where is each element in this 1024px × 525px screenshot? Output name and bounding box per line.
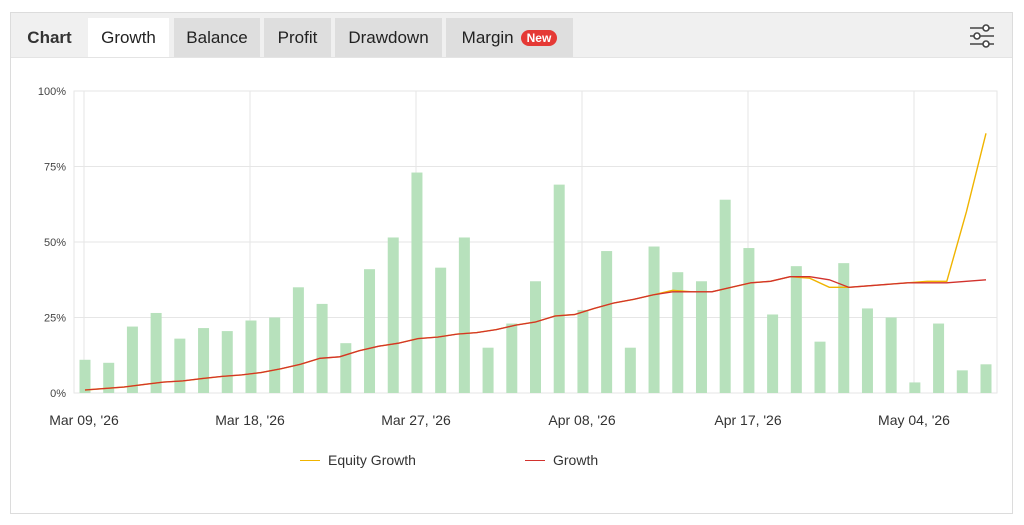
- bar: [316, 303, 328, 393]
- new-badge: New: [520, 29, 558, 46]
- bar: [364, 269, 376, 393]
- tab-drawdown-label: Drawdown: [348, 27, 429, 47]
- bar: [719, 199, 731, 393]
- bar: [885, 317, 897, 393]
- bar: [126, 326, 138, 393]
- x-tick-label: Apr 17, '26: [714, 412, 781, 428]
- bar: [340, 343, 352, 393]
- legend: Equity Growth Growth: [0, 440, 1024, 468]
- bar: [577, 309, 589, 393]
- bar: [767, 314, 779, 393]
- bar: [530, 281, 541, 393]
- bar: [553, 184, 565, 393]
- bar: [221, 331, 233, 393]
- bar: [103, 362, 115, 393]
- tab-growth-label: Growth: [101, 27, 156, 47]
- bar: [387, 237, 399, 393]
- bar: [933, 323, 945, 393]
- tab-profit[interactable]: Profit: [264, 18, 331, 57]
- x-tick-label: May 04, '26: [878, 412, 950, 428]
- bar: [695, 281, 707, 393]
- bar: [624, 347, 636, 393]
- bar: [482, 347, 494, 393]
- bar: [743, 248, 755, 393]
- bar: [245, 320, 257, 393]
- bar: [458, 237, 470, 393]
- bar: [174, 338, 186, 393]
- tab-profit-label: Profit: [277, 27, 318, 47]
- bar: [672, 272, 684, 393]
- sliders-icon[interactable]: [968, 22, 996, 50]
- y-tick-label: 75%: [44, 162, 66, 174]
- tab-margin[interactable]: Margin New: [446, 18, 573, 57]
- bar: [838, 263, 850, 393]
- bar: [601, 251, 613, 393]
- x-tick-label: Apr 08, '26: [548, 412, 615, 428]
- legend-equity-growth[interactable]: Equity Growth: [300, 452, 416, 468]
- tab-balance[interactable]: Balance: [174, 18, 260, 57]
- legend-growth-swatch: [525, 459, 545, 461]
- bar: [814, 341, 826, 393]
- y-tick-label: 0%: [50, 388, 66, 400]
- legend-equity-swatch: [300, 459, 320, 461]
- bar: [790, 266, 802, 393]
- bar: [909, 382, 921, 393]
- bar: [956, 370, 968, 393]
- legend-growth-label: Growth: [553, 452, 599, 468]
- y-tick-label: 25%: [44, 313, 66, 325]
- tab-balance-label: Balance: [186, 27, 248, 47]
- bar: [506, 323, 518, 393]
- bar: [861, 308, 873, 393]
- chart-panel: Chart Growth Balance Profit Drawdown Mar…: [10, 12, 1013, 514]
- x-tick-label: Mar 09, '26: [49, 412, 119, 428]
- y-tick-label: 100%: [38, 86, 66, 98]
- tab-drawdown[interactable]: Drawdown: [335, 18, 442, 57]
- tab-chart-label: Chart: [11, 18, 88, 57]
- bar: [150, 312, 162, 393]
- bar: [198, 328, 210, 393]
- tab-chart-text: Chart: [27, 27, 72, 47]
- bar: [648, 246, 660, 393]
- bar: [269, 317, 281, 393]
- tab-growth[interactable]: Growth: [88, 18, 169, 57]
- bar: [435, 267, 447, 393]
- x-tick-label: Mar 27, '26: [381, 412, 451, 428]
- legend-equity-label: Equity Growth: [328, 452, 416, 468]
- bar: [980, 364, 992, 393]
- x-tick-label: Mar 18, '26: [215, 412, 285, 428]
- y-tick-label: 50%: [44, 237, 66, 249]
- legend-growth[interactable]: Growth: [525, 452, 598, 468]
- bar: [292, 287, 304, 393]
- bar: [411, 172, 423, 393]
- tab-margin-label: Margin: [461, 27, 514, 47]
- bar: [79, 359, 91, 393]
- growth-line: [84, 276, 987, 391]
- tab-bar: Chart Growth Balance Profit Drawdown Mar…: [11, 13, 1012, 58]
